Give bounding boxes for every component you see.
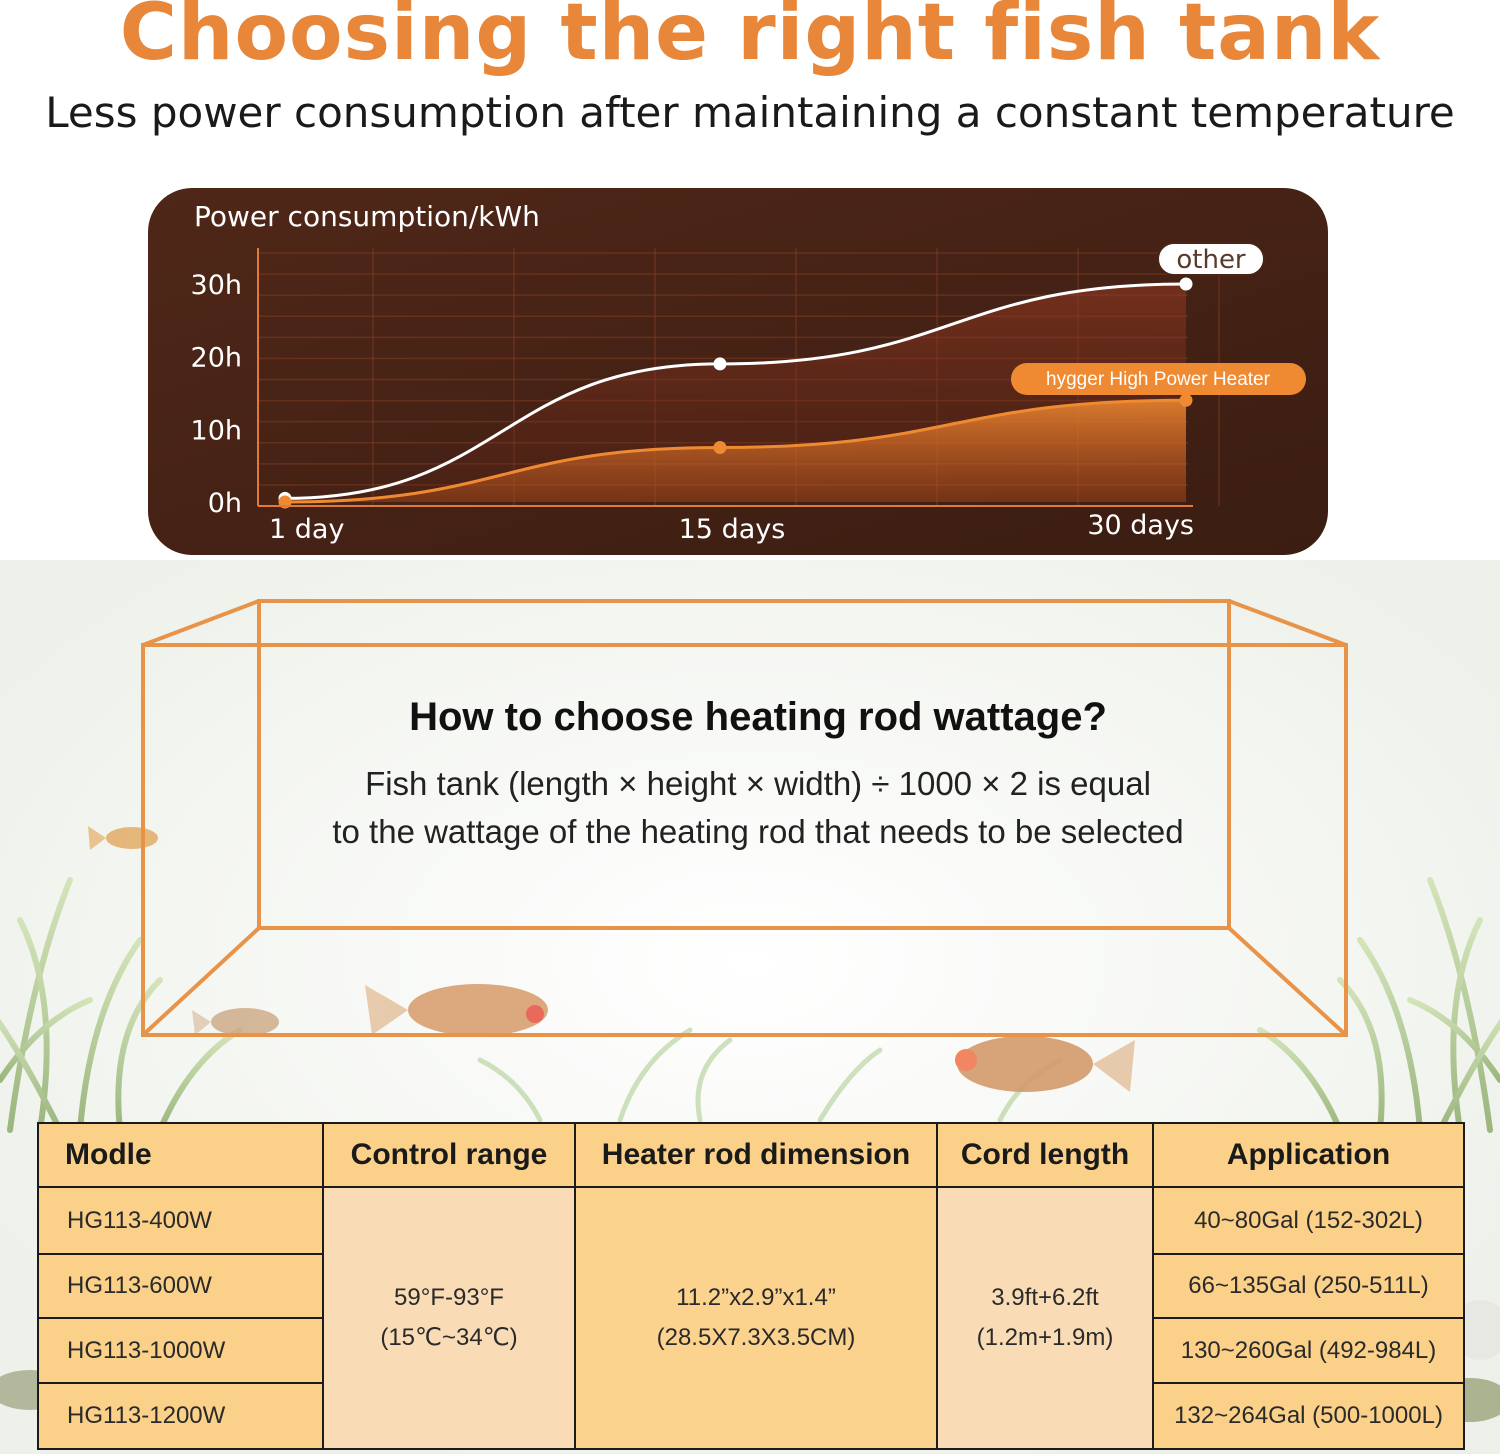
control-range-f: 59°F-93°F <box>394 1284 504 1311</box>
data-point-hygger <box>713 441 727 454</box>
tank-edge-bottom-left <box>141 926 261 1037</box>
application-cell: 40~80Gal (152-302L) <box>1152 1186 1465 1255</box>
table-row: HG113-1200W 132~264Gal (500-1000L) <box>37 1382 1465 1450</box>
application-cell: 66~135Gal (250-511L) <box>1152 1253 1465 1319</box>
x-tick-labels: 1 day 15 days 30 days <box>269 510 1194 545</box>
control-range-cell: 59°F-93°F (15℃~34℃) <box>322 1186 576 1450</box>
grass-right <box>1257 877 1500 1133</box>
tank-front-face <box>141 643 1348 1037</box>
legend-other-pill <box>1157 242 1265 276</box>
y-tick-labels: 0h 10h 20h 30h <box>191 270 242 519</box>
tank-back-face <box>257 599 1231 930</box>
model-cell: HG113-400W <box>37 1186 324 1255</box>
y-tick-label: 0h <box>208 488 242 519</box>
grass-left <box>0 877 243 1133</box>
dimension-inch: 11.2”x2.9”x1.4” <box>676 1284 836 1311</box>
legend-other: other <box>1157 242 1265 276</box>
tank-edge-top-right <box>1228 599 1347 647</box>
data-point-other <box>1179 277 1193 291</box>
legend-other-label: other <box>1176 245 1246 275</box>
tank-edge-bottom-right <box>1227 926 1348 1037</box>
legend-hygger-pill <box>1011 363 1306 395</box>
page-subtitle: Less power consumption after maintaining… <box>45 88 1455 137</box>
header-dimension: Heater rod dimension <box>574 1122 938 1188</box>
dimension-cell: 11.2”x2.9”x1.4” (28.5X7.3X3.5CM) <box>574 1186 938 1450</box>
table-header-row: Modle Control range Heater rod dimension… <box>37 1122 1465 1188</box>
y-tick-label: 20h <box>191 343 242 374</box>
control-range-c: (15℃~34℃) <box>380 1324 518 1351</box>
data-point-other <box>713 357 727 371</box>
series-area-hygger <box>285 400 1186 502</box>
wattage-heading: How to choose heating rod wattage? <box>409 695 1107 739</box>
chart-areas <box>285 284 1186 502</box>
page-title: Choosing the right fish tank <box>119 0 1381 78</box>
application-cell: 130~260Gal (492-984L) <box>1152 1317 1465 1384</box>
x-tick-label: 15 days <box>679 514 786 545</box>
spec-table: Modle Control range Heater rod dimension… <box>37 1122 1465 1450</box>
tank-edge-top-left <box>142 599 260 647</box>
table-row: HG113-600W 66~135Gal (250-511L) <box>37 1253 1465 1319</box>
header-model: Modle <box>37 1122 324 1188</box>
header-cord-length: Cord length <box>936 1122 1154 1188</box>
wattage-formula-line-2: to the wattage of the heating rod that n… <box>332 813 1184 850</box>
cord-length-ft: 3.9ft+6.2ft <box>991 1284 1099 1311</box>
header-control-range: Control range <box>322 1122 576 1188</box>
header-application: Application <box>1152 1122 1465 1188</box>
application-cell: 132~264Gal (500-1000L) <box>1152 1382 1465 1450</box>
table-row: HG113-1000W 130~260Gal (492-984L) <box>37 1317 1465 1384</box>
fish-2 <box>365 984 548 1036</box>
model-cell: HG113-1200W <box>37 1382 324 1450</box>
wattage-formula-line-1: Fish tank (length × height × width) ÷ 10… <box>365 765 1151 802</box>
x-tick-label: 30 days <box>1087 510 1194 541</box>
chart-title: Power consumption/kWh <box>194 200 540 233</box>
dimension-cm: (28.5X7.3X3.5CM) <box>656 1324 856 1351</box>
fish-4 <box>955 1036 1135 1092</box>
y-tick-label: 30h <box>191 270 242 301</box>
table-row: HG113-400W 59°F-93°F (15℃~34℃) 11.2”x2.9… <box>37 1186 1465 1450</box>
cord-length-cell: 3.9ft+6.2ft (1.2m+1.9m) <box>936 1186 1154 1450</box>
fish-3 <box>192 1008 279 1036</box>
x-tick-label: 1 day <box>269 514 344 545</box>
y-tick-label: 10h <box>191 415 242 446</box>
model-cell: HG113-1000W <box>37 1317 324 1384</box>
legend-hygger: hygger High Power Heater <box>1011 363 1306 395</box>
cord-length-m: (1.2m+1.9m) <box>976 1324 1114 1351</box>
model-cell: HG113-600W <box>37 1253 324 1319</box>
legend-hygger-label: hygger High Power Heater <box>1046 369 1271 390</box>
